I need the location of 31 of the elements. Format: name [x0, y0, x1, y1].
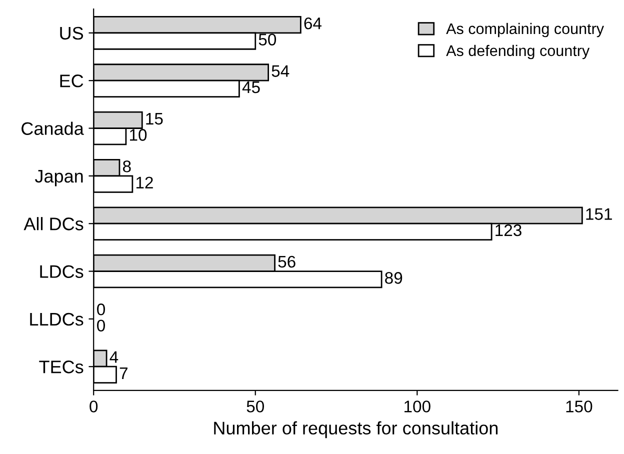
- y-tick-label: EC: [60, 74, 84, 88]
- data-label: 54: [272, 65, 290, 77]
- data-label: 15: [146, 112, 163, 125]
- y-tick-label: Japan: [34, 170, 83, 186]
- y-tick-label: TECs: [39, 360, 84, 374]
- legend-label: As complaining country: [446, 22, 604, 38]
- x-tick-label: 50: [246, 400, 264, 412]
- data-label: 56: [278, 256, 296, 268]
- data-label: 0: [97, 320, 105, 332]
- data-label: 8: [122, 160, 131, 172]
- y-tick-label: All DCs: [24, 217, 84, 230]
- data-label: 4: [110, 351, 118, 363]
- x-tick-label: 0: [90, 400, 98, 412]
- data-label: 151: [586, 208, 612, 220]
- data-label: 45: [242, 82, 260, 94]
- data-label: 123: [496, 224, 522, 236]
- y-tick-label: LLDCs: [30, 312, 84, 326]
- data-label: 10: [130, 129, 147, 141]
- x-tick-label: 150: [566, 400, 592, 412]
- data-label: 12: [136, 176, 153, 188]
- data-label: 0: [97, 304, 105, 316]
- y-tick-label: Canada: [22, 122, 84, 135]
- data-label: 50: [258, 34, 276, 46]
- legend-label: As defending country: [446, 44, 590, 60]
- data-label: 89: [385, 272, 402, 284]
- x-tick-label: 100: [404, 400, 430, 412]
- x-axis-title: Number of requests for consultation: [214, 421, 498, 438]
- y-tick-label: US: [60, 26, 84, 40]
- y-tick-label: LDCs: [40, 265, 84, 278]
- data-label: 7: [120, 368, 128, 380]
- data-label: 64: [304, 17, 322, 30]
